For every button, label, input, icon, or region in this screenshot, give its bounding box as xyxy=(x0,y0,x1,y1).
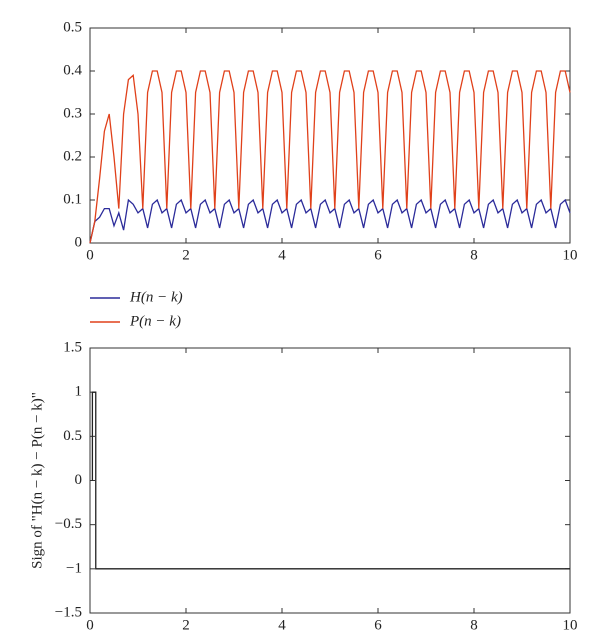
y-tick-label: 1.5 xyxy=(63,339,82,355)
y-tick-label: −0.5 xyxy=(55,516,82,532)
plot-frame xyxy=(89,347,571,614)
x-tick-label: 6 xyxy=(374,247,382,263)
series-line xyxy=(91,391,570,570)
x-tick-label: 2 xyxy=(182,617,190,633)
y-tick-label: 0.4 xyxy=(63,62,82,78)
x-tick-label: 8 xyxy=(470,247,478,263)
legend-label: H(n − k) xyxy=(129,289,183,305)
y-tick-label: 0.5 xyxy=(63,19,82,35)
x-tick-label: 10 xyxy=(563,247,578,263)
legend-label: P(n − k) xyxy=(129,313,181,329)
y-tick-label: 0.2 xyxy=(63,148,82,164)
y-axis-label: Sign of "H(n − k) − P(n − k)" xyxy=(29,392,45,569)
series-line xyxy=(89,70,571,244)
y-tick-label: 0.1 xyxy=(63,191,82,207)
y-tick-label: 0 xyxy=(75,472,83,488)
y-tick-label: 1 xyxy=(75,384,83,400)
x-tick-label: 0 xyxy=(86,617,94,633)
x-tick-label: 4 xyxy=(278,247,286,263)
x-tick-label: 8 xyxy=(470,617,478,633)
x-tick-label: 0 xyxy=(86,247,94,263)
series-line xyxy=(89,198,571,244)
y-tick-label: −1.5 xyxy=(55,604,82,620)
y-tick-label: 0.3 xyxy=(63,105,82,121)
plot-frame xyxy=(89,27,571,244)
x-tick-label: 6 xyxy=(374,617,382,633)
y-tick-label: 0 xyxy=(75,234,83,250)
y-tick-label: 0.5 xyxy=(63,428,82,444)
y-tick-label: −1 xyxy=(66,560,82,576)
x-tick-label: 4 xyxy=(278,617,286,633)
x-tick-label: 2 xyxy=(182,247,190,263)
x-tick-label: 10 xyxy=(563,617,578,633)
